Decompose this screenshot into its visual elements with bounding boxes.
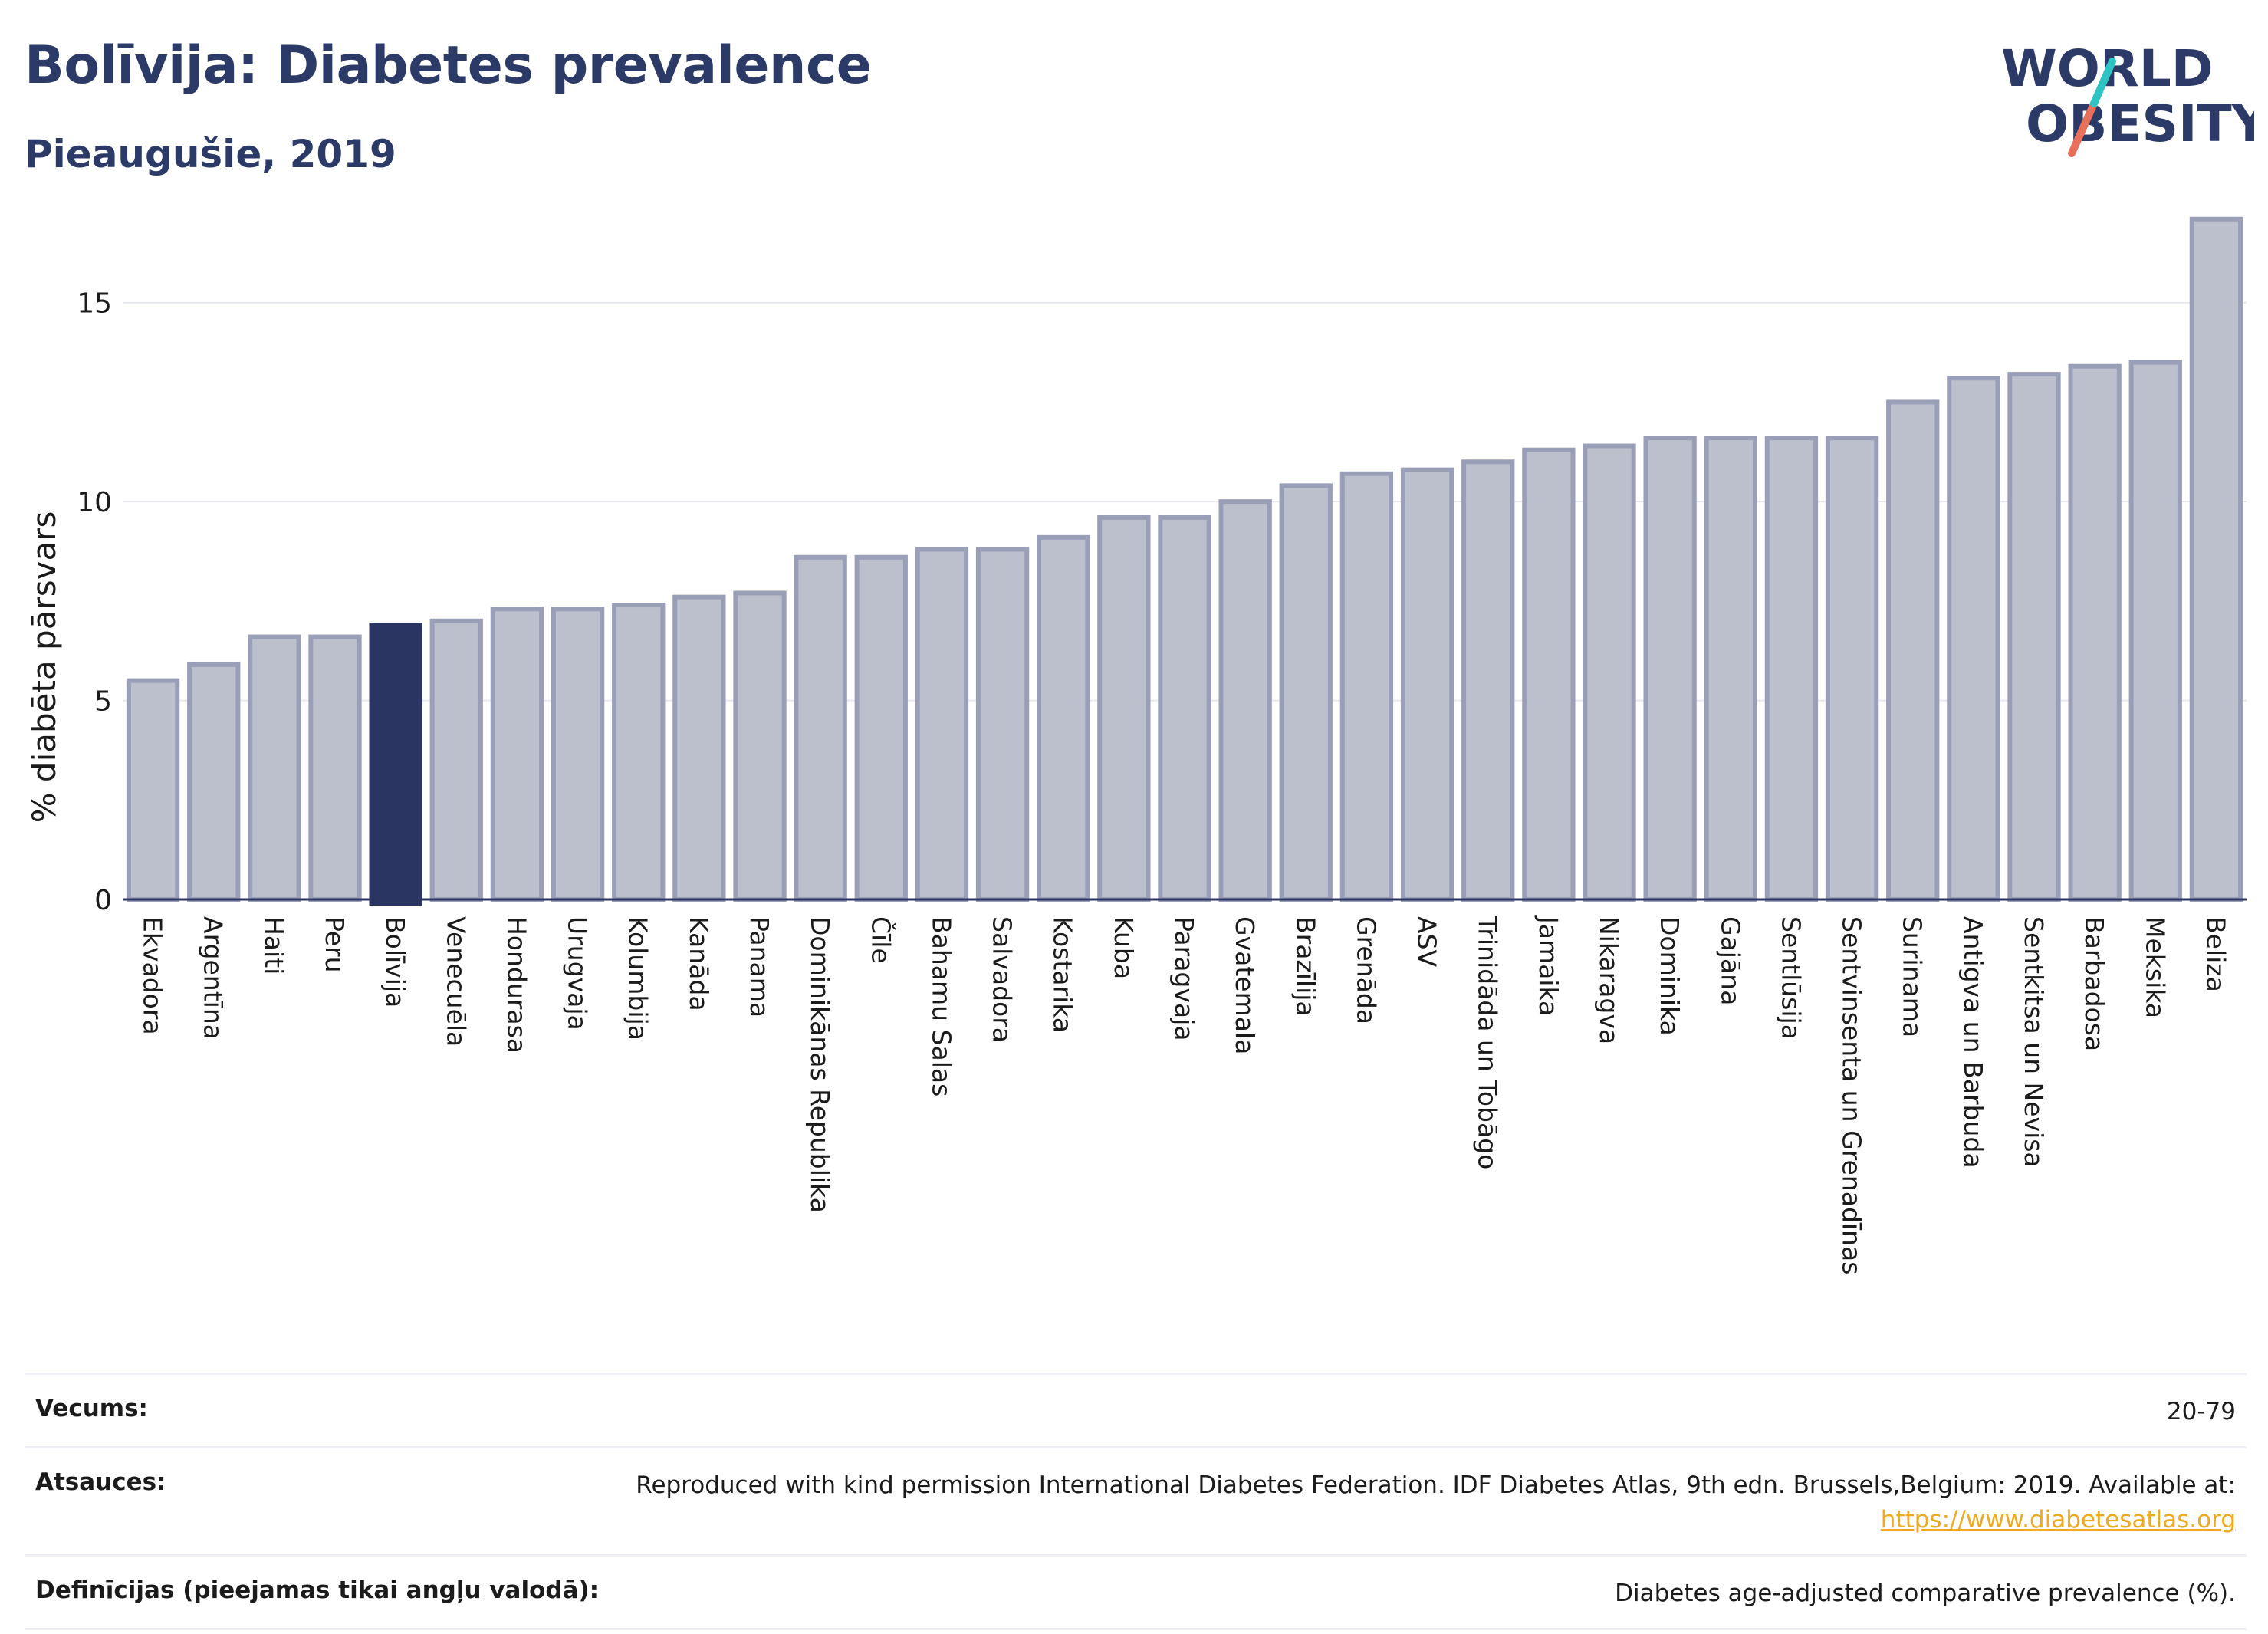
x-tick-label: Argentīna	[199, 916, 228, 1040]
bar-argentīna[interactable]	[187, 662, 241, 902]
x-tick-label: Sentvinsenta un Grenadīnas	[1837, 916, 1867, 1274]
x-tick-label: Trinidāda un Tobāgo	[1473, 916, 1503, 1169]
y-tick-label: 10	[77, 487, 112, 518]
bar-beliza[interactable]	[2189, 216, 2243, 902]
x-tick-label: Hondurasa	[501, 916, 531, 1054]
y-tick-label: 5	[94, 686, 112, 718]
age-row: Vecums: 20-79	[25, 1373, 2247, 1446]
bar-trinidāda-un-tobāgo[interactable]	[1461, 459, 1515, 902]
world-obesity-logo: WORLD OBESITY	[2001, 39, 2254, 157]
x-tick-label: Urugvaja	[563, 916, 593, 1031]
bar-nikaragva[interactable]	[1583, 443, 1636, 902]
x-tick-label: Ekvadora	[138, 916, 168, 1035]
x-tick-label: Jamaika	[1533, 915, 1563, 1016]
bar-dominika[interactable]	[1643, 436, 1697, 902]
bar-ekvadora[interactable]	[126, 678, 180, 902]
bar-hondurasa[interactable]	[490, 607, 544, 902]
bar-paragvaja[interactable]	[1158, 515, 1211, 902]
sources-link[interactable]: https://www.diabetesatlas.org	[1880, 1505, 2236, 1534]
x-tick-label: Panama	[744, 916, 774, 1018]
y-axis-label: % diabēta pārsvars	[25, 511, 63, 824]
x-tick-label: Kostarika	[1048, 916, 1078, 1033]
x-tick-label: Kuba	[1109, 916, 1139, 979]
bar-čīle[interactable]	[854, 554, 908, 902]
definitions-label: Definīcijas (pieejamas tikai angļu valod…	[35, 1576, 600, 1604]
x-tick-label: Haiti	[259, 916, 289, 975]
bar-sentlūsija[interactable]	[1764, 436, 1819, 902]
bar-surinama[interactable]	[1886, 399, 1940, 902]
bar-peru[interactable]	[308, 634, 362, 902]
x-tick-label: Brazīlija	[1290, 916, 1320, 1017]
bar-sentkitsa-un-nevisa[interactable]	[2007, 372, 2061, 902]
chart-footer: Vecums: 20-79 Atsauces: Reproduced with …	[25, 1373, 2247, 1630]
x-tick-label: Salvadora	[988, 916, 1017, 1043]
y-tick-label: 15	[77, 288, 112, 320]
x-tick-label: Meksika	[2140, 916, 2170, 1018]
bar-asv[interactable]	[1400, 467, 1454, 902]
x-tick-label: ASV	[1412, 916, 1442, 968]
x-tick-label: Kolumbija	[623, 916, 653, 1041]
x-tick-label: Sentlūsija	[1776, 916, 1806, 1040]
x-tick-label: Sentkitsa un Nevisa	[2019, 916, 2049, 1168]
bar-gajāna[interactable]	[1704, 436, 1757, 902]
y-tick-label: 0	[94, 885, 112, 916]
x-tick-label: Paragvaja	[1169, 916, 1199, 1041]
logo-line2: OBESITY	[2026, 94, 2254, 153]
bar-meksika[interactable]	[2128, 360, 2182, 902]
sources-value: Reproduced with kind permission Internat…	[636, 1468, 2236, 1537]
chart-subtitle: Pieaugušie, 2019	[25, 132, 396, 176]
definitions-value: Diabetes age-adjusted comparative preval…	[1615, 1579, 2236, 1607]
x-tick-label: Grenāda	[1351, 916, 1381, 1024]
x-tick-label: Bolīvija	[380, 916, 410, 1008]
bar-salvadora[interactable]	[975, 547, 1030, 902]
x-tick-label: Nikaragva	[1594, 916, 1624, 1044]
x-tick-label: Čīle	[866, 916, 896, 964]
x-tick-label: Bahamu Salas	[926, 916, 956, 1096]
x-tick-label: Antigva un Barbuda	[1958, 916, 1988, 1169]
bar-dominikānas-republika[interactable]	[794, 554, 847, 902]
bar-chart: 0 5 10 15 Ekvadora Argentīna Haiti Peru Bolīvija…	[25, 216, 2247, 1274]
bar-kuba[interactable]	[1097, 515, 1151, 902]
x-tick-label: Surinama	[1898, 916, 1928, 1037]
sources-text: Reproduced with kind permission Internat…	[636, 1471, 2236, 1499]
x-tick-label: Peru	[320, 916, 350, 973]
definitions-row: Definīcijas (pieejamas tikai angļu valod…	[25, 1553, 2247, 1630]
bar-brazīlija[interactable]	[1279, 483, 1333, 902]
age-value: 20-79	[2166, 1398, 2236, 1425]
bar-bolīvija[interactable]	[369, 622, 422, 906]
x-tick-label: Gajāna	[1715, 916, 1745, 1005]
bar-grenāda[interactable]	[1339, 471, 1394, 902]
x-tick-label: Beliza	[2201, 916, 2230, 992]
bar-kolumbija[interactable]	[612, 603, 666, 902]
bar-bahamu-salas[interactable]	[915, 547, 969, 902]
sources-label: Atsauces:	[35, 1468, 166, 1496]
bar-antigva-un-barbuda[interactable]	[1947, 376, 2000, 902]
bar-jamaika[interactable]	[1522, 447, 1576, 902]
x-tick-label: Gvatemala	[1230, 916, 1260, 1054]
bars	[126, 216, 2243, 906]
bar-barbadosa[interactable]	[2068, 363, 2122, 902]
axes: 0 5 10 15 Ekvadora Argentīna Haiti Peru Bolīvija…	[77, 288, 2247, 1274]
bar-kostarika[interactable]	[1037, 534, 1090, 902]
bar-urugvaja[interactable]	[551, 607, 605, 902]
x-tick-label: Dominika	[1655, 916, 1685, 1036]
x-tick-label: Venecuēla	[441, 916, 471, 1047]
sources-row: Atsauces: Reproduced with kind permissio…	[25, 1445, 2247, 1554]
bar-kanāda[interactable]	[672, 594, 726, 902]
bar-venecuēla[interactable]	[429, 618, 483, 902]
bar-haiti[interactable]	[248, 634, 301, 902]
bar-gvatemala[interactable]	[1218, 499, 1272, 902]
x-tick-label: Dominikānas Republika	[805, 916, 835, 1213]
chart-title: Bolīvija: Diabetes prevalence	[25, 35, 872, 96]
x-tick-label: Barbadosa	[2079, 916, 2109, 1051]
bar-panama[interactable]	[733, 590, 787, 902]
x-tick-label: Kanāda	[684, 916, 714, 1011]
age-label: Vecums:	[35, 1395, 148, 1422]
bar-sentvinsenta-un-grenadīnas[interactable]	[1825, 436, 1879, 902]
